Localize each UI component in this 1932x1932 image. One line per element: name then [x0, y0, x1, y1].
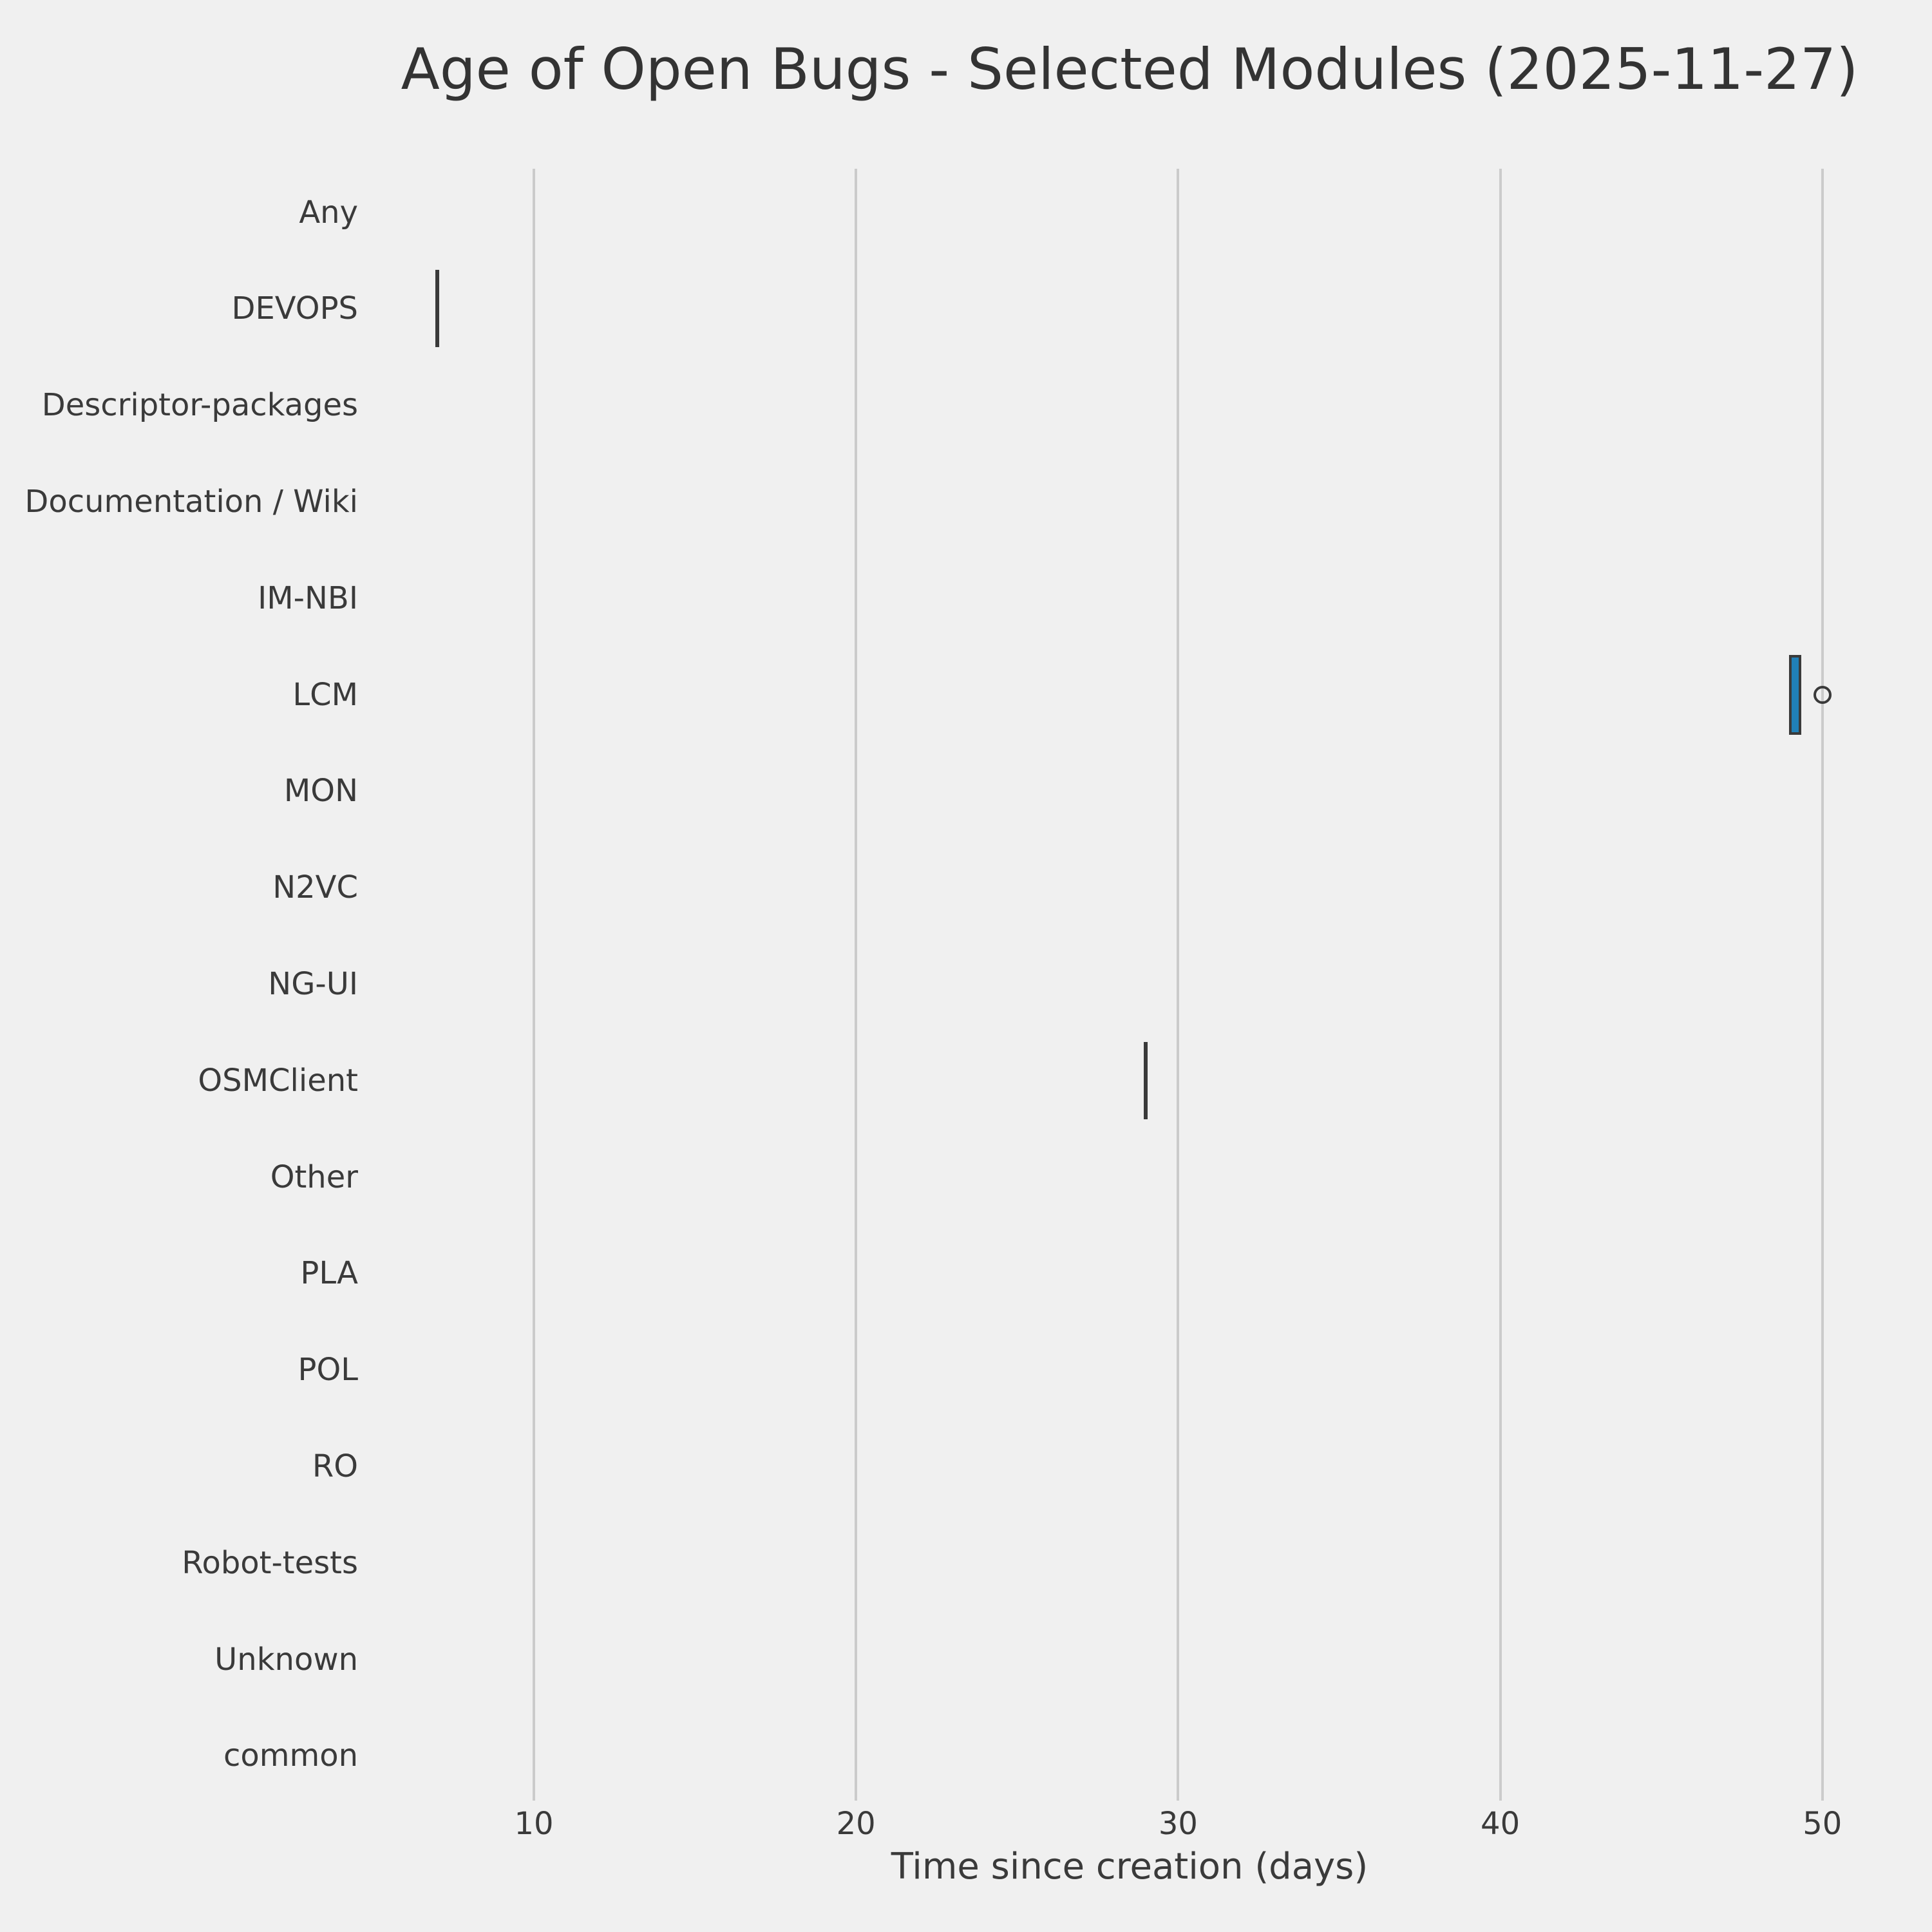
x-tick-label-10: 10: [514, 1806, 554, 1842]
y-axis-label-lcm: LCM: [292, 676, 358, 713]
x-tick-label-40: 40: [1481, 1806, 1520, 1842]
x-tick-label-20: 20: [836, 1806, 876, 1842]
y-axis-label-documentation-wiki: Documentation / Wiki: [24, 484, 358, 520]
y-axis-label-n2vc: N2VC: [272, 869, 358, 906]
y-axis-label-im-nbi: IM-NBI: [258, 580, 358, 616]
y-axis-label-devops: DEVOPS: [231, 290, 358, 327]
gridline-40: [1499, 169, 1502, 1801]
x-tick-label-30: 30: [1158, 1806, 1198, 1842]
y-axis-label-osmclient: OSMClient: [198, 1062, 358, 1099]
y-axis-label-other: Other: [270, 1159, 358, 1195]
y-axis-label-ro: RO: [312, 1448, 358, 1484]
y-axis-label-pla: PLA: [300, 1255, 358, 1292]
y-axis-label-pol: POL: [298, 1352, 358, 1388]
y-axis-label-ng-ui: NG-UI: [268, 966, 358, 1002]
chart-title: Age of Open Bugs - Selected Modules (202…: [401, 36, 1859, 102]
y-axis-label-descriptor-packages: Descriptor-packages: [41, 387, 358, 424]
gridline-10: [533, 169, 535, 1801]
y-axis-label-any: Any: [299, 194, 358, 231]
y-axis-label-robot-tests: Robot-tests: [182, 1544, 358, 1581]
y-axis-label-unknown: Unknown: [214, 1641, 358, 1678]
boxplot-lcm: [1788, 654, 1801, 735]
boxplot-osmclient: [1144, 1041, 1148, 1119]
boxplot-devops: [435, 270, 439, 348]
outlier-marker-lcm: [1813, 685, 1832, 704]
x-axis-label: Time since creation (days): [891, 1846, 1368, 1888]
gridline-20: [855, 169, 858, 1801]
y-axis-label-common: common: [223, 1738, 358, 1774]
x-tick-label-50: 50: [1803, 1806, 1842, 1842]
gridline-50: [1821, 169, 1824, 1801]
gridline-30: [1177, 169, 1180, 1801]
y-axis-label-mon: MON: [283, 773, 358, 810]
